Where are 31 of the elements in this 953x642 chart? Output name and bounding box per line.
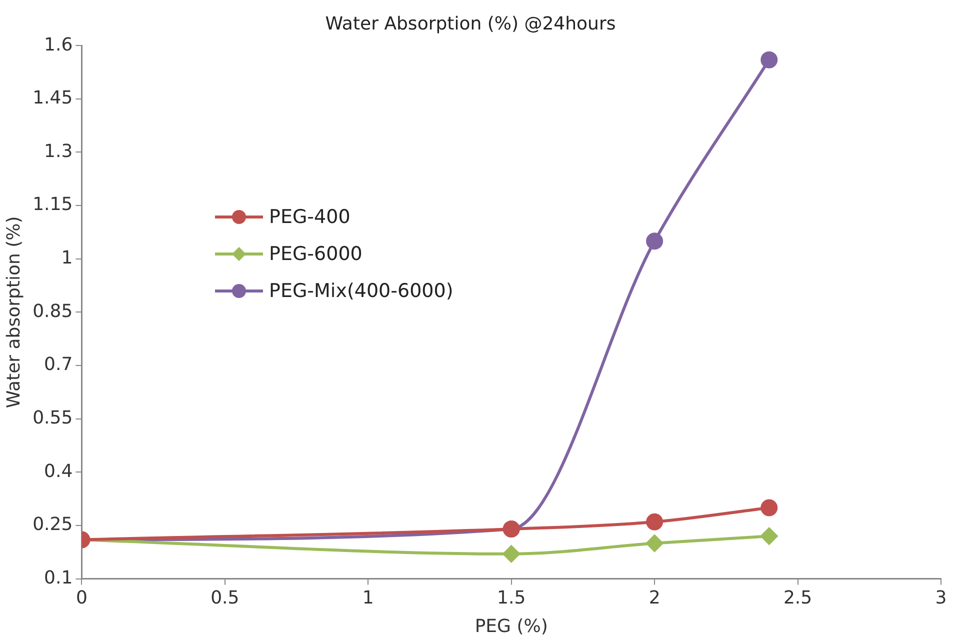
legend-label: PEG-400 [269, 206, 350, 228]
x-tick-label: 1 [362, 587, 374, 608]
legend-label: PEG-Mix(400-6000) [269, 280, 454, 302]
point [760, 51, 778, 68]
y-tick-label: 1.45 [32, 88, 73, 109]
y-tick-label: 1.6 [44, 34, 73, 56]
point [646, 232, 664, 250]
y-tick-label: 0.55 [32, 408, 73, 429]
y-tick-label: 1.15 [32, 194, 73, 216]
y-tick-label: 0.4 [44, 460, 73, 482]
point [760, 499, 778, 516]
y-tick-label: 1.3 [44, 140, 73, 162]
x-tick-label: 3 [935, 587, 947, 608]
x-tick-label: 2.5 [783, 587, 812, 608]
x-tick-label: 1.5 [497, 587, 526, 608]
point [646, 534, 664, 552]
x-tick-label: 0.5 [210, 587, 240, 608]
x-tick-label: 0 [76, 587, 88, 608]
chart-title: Water Absorption (%) @24hours [325, 13, 616, 34]
y-tick-label: 0.1 [44, 567, 73, 588]
y-tick-label: 0.7 [44, 354, 73, 376]
y-tick-label: 1 [61, 248, 73, 269]
x-axis-title: PEG (%) [474, 616, 548, 637]
legend-label: PEG-6000 [269, 242, 362, 264]
y-axis-title: Water absorption (%) [3, 216, 24, 408]
point [646, 513, 664, 530]
point [502, 545, 520, 562]
y-tick-label: 0.85 [32, 300, 73, 322]
y-tick-label: 0.25 [32, 514, 73, 536]
point [760, 528, 778, 545]
x-tick-label: 2 [648, 587, 660, 608]
